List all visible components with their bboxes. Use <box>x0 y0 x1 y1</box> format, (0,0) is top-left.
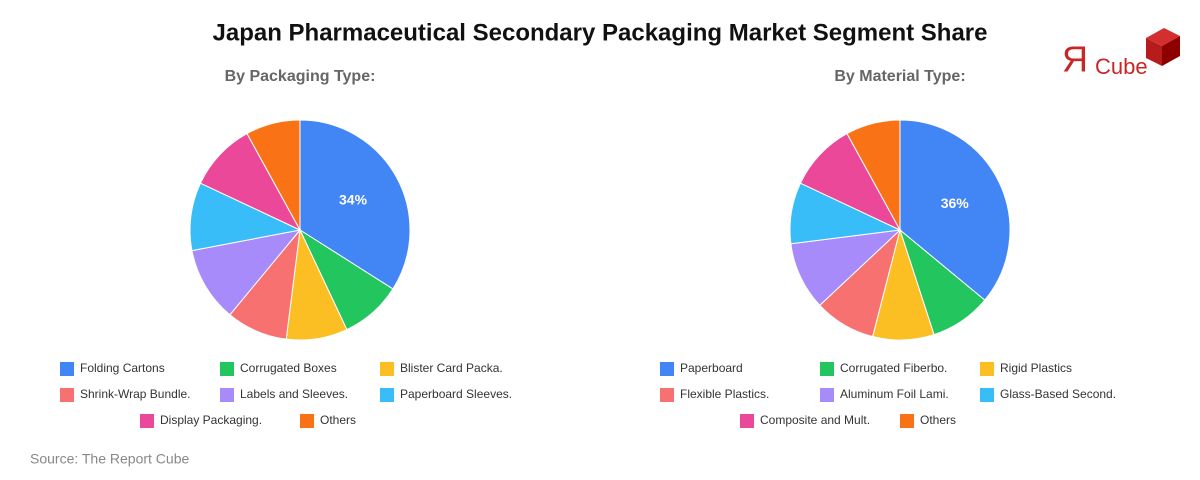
logo: Я Cube <box>1062 28 1180 80</box>
legend-label: Flexible Plastics. <box>680 387 769 401</box>
legend-label: Composite and Mult. <box>760 413 870 427</box>
legend-label: Display Packaging. <box>160 413 262 427</box>
legend-label: Shrink-Wrap Bundle. <box>80 387 191 401</box>
legend-swatch <box>660 388 674 402</box>
logo-mark: Я <box>1062 39 1088 80</box>
legend-swatch <box>220 362 234 376</box>
legend-swatch <box>660 362 674 376</box>
legend-swatch <box>220 388 234 402</box>
pie-slice <box>846 119 901 231</box>
legend-swatch <box>380 362 394 376</box>
chart-subtitle: By Packaging Type: <box>225 68 376 85</box>
legend-swatch <box>380 388 394 402</box>
source: Source: The Report Cube <box>30 451 189 467</box>
legend-swatch <box>60 388 74 402</box>
legend-swatch <box>820 362 834 376</box>
legend-label: Corrugated Fiberbo. <box>840 361 947 375</box>
logo-text: Cube <box>1095 54 1148 79</box>
legend-swatch <box>820 388 834 402</box>
legend-label: Others <box>920 413 956 427</box>
pie-slice <box>299 119 411 290</box>
legend-swatch <box>900 414 914 428</box>
legend-label: Paperboard <box>680 361 743 375</box>
legend-swatch <box>980 388 994 402</box>
legend-label: Blister Card Packa. <box>400 361 503 375</box>
pie-slice <box>191 229 302 316</box>
legend-label: Corrugated Boxes <box>240 361 337 375</box>
pie-slice <box>246 119 301 231</box>
legend-label: Folding Cartons <box>80 361 165 375</box>
legend-label: Rigid Plastics <box>1000 361 1072 375</box>
legend-label: Labels and Sleeves. <box>240 387 348 401</box>
legend-label: Aluminum Foil Lami. <box>840 387 949 401</box>
legend-swatch <box>740 414 754 428</box>
slice-label: 34% <box>339 192 368 208</box>
legend-swatch <box>300 414 314 428</box>
legend-label: Paperboard Sleeves. <box>400 387 512 401</box>
legend-swatch <box>980 362 994 376</box>
slice-label: 36% <box>941 195 970 211</box>
page-title: Japan Pharmaceutical Secondary Packaging… <box>213 19 988 46</box>
pie-slice <box>899 119 1011 301</box>
legend-swatch <box>60 362 74 376</box>
legend-label: Others <box>320 413 356 427</box>
chart-subtitle: By Material Type: <box>834 68 965 85</box>
legend-label: Glass-Based Second. <box>1000 387 1116 401</box>
legend-swatch <box>140 414 154 428</box>
